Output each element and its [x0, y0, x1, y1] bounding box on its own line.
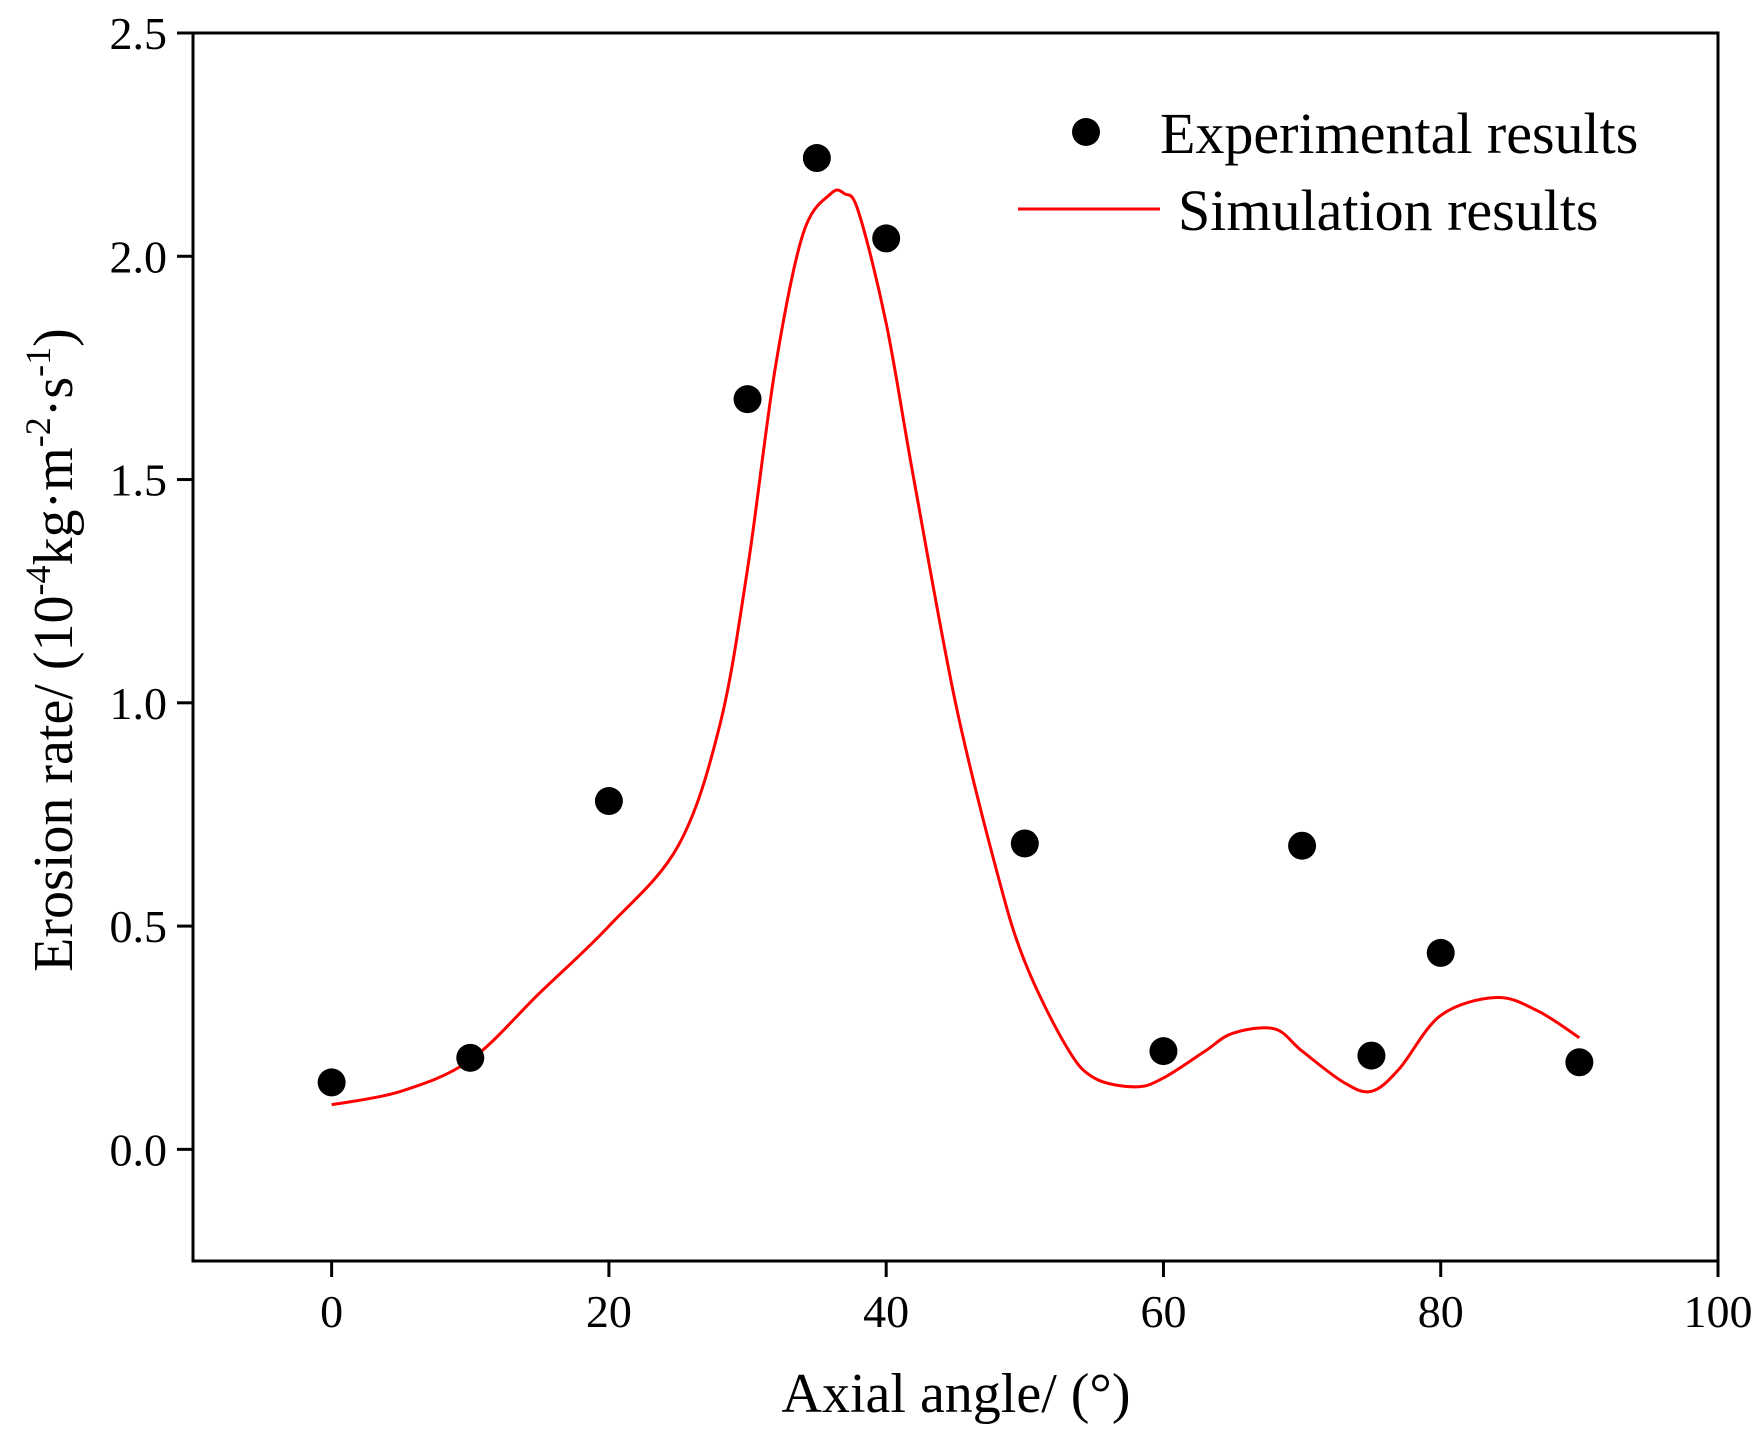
experimental-point: [456, 1043, 485, 1072]
y-axis-title-exp2: -2: [18, 417, 58, 447]
experimental-series: [317, 144, 1594, 1097]
experimental-point: [872, 224, 901, 253]
y-axis-title-exp3: -1: [18, 347, 58, 377]
x-tick-label: 40: [863, 1286, 909, 1337]
x-tick-label: 20: [586, 1286, 632, 1337]
legend-label-simulation: Simulation results: [1178, 178, 1599, 243]
x-tick-label: 80: [1418, 1286, 1464, 1337]
legend-marker-experimental: [1072, 118, 1100, 146]
experimental-point: [1565, 1048, 1594, 1077]
simulation-line: [331, 188, 1581, 1107]
y-axis-title-prefix: Erosion rate/ (10: [23, 595, 85, 971]
legend-label-experimental: Experimental results: [1160, 101, 1638, 166]
y-axis-title-mid2: ·s: [23, 377, 85, 417]
y-axis-title: Erosion rate/ (10-4kg·m-2·s-1): [18, 328, 85, 972]
y-tick-label: 2.0: [110, 231, 168, 282]
y-axis: 0.0 0.5 1.0 1.5 2.0 2.5: [110, 8, 193, 1175]
experimental-point: [594, 787, 623, 816]
x-axis-title: Axial angle/ (°): [782, 1363, 1131, 1425]
y-tick-label: 1.5: [110, 455, 168, 506]
x-tick-label: 100: [1684, 1286, 1753, 1337]
experimental-point: [1426, 938, 1455, 967]
plot-area: [191, 31, 1720, 1263]
experimental-point: [1010, 829, 1039, 858]
experimental-point: [1357, 1041, 1386, 1070]
x-tick-label: 60: [1140, 1286, 1186, 1337]
y-tick-label: 0.5: [110, 901, 168, 952]
y-axis-title-exp1: -4: [18, 565, 58, 595]
experimental-point: [1288, 831, 1317, 860]
experimental-point: [802, 144, 831, 173]
experimental-point: [1149, 1037, 1178, 1066]
y-axis-title-suffix: ): [23, 328, 85, 347]
y-tick-label: 0.0: [110, 1124, 168, 1175]
plot-frame: [191, 31, 1720, 1263]
simulation-series: [331, 188, 1581, 1107]
y-tick-label: 1.0: [110, 678, 168, 729]
x-tick-label: 0: [320, 1286, 343, 1337]
y-axis-title-mid1: kg·m: [23, 447, 85, 565]
experimental-point: [733, 385, 762, 414]
y-tick-label: 2.5: [110, 8, 168, 59]
legend: Experimental results Simulation results: [1018, 101, 1638, 243]
x-axis: 0 20 40 60 80 100: [320, 1261, 1753, 1337]
experimental-point: [317, 1068, 346, 1097]
